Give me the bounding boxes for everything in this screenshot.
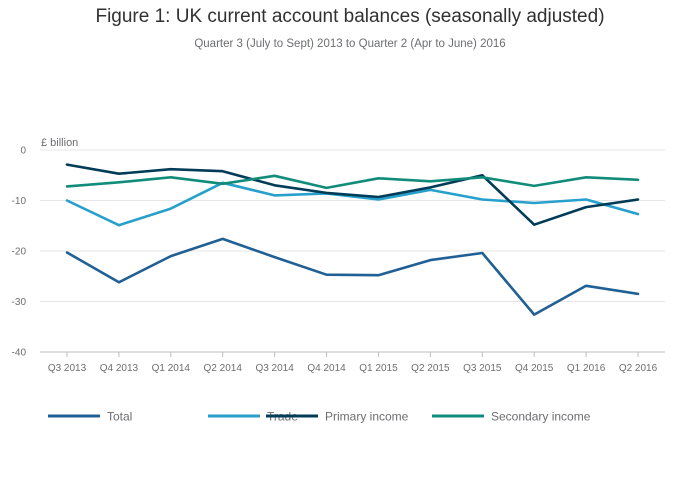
- x-tick-label: Q3 2015: [463, 363, 502, 374]
- y-tick-label: -40: [12, 348, 27, 359]
- x-tick-label: Q3 2014: [255, 363, 294, 374]
- y-tick-label: -20: [12, 247, 27, 258]
- series-line-secondary-income: [65, 174, 640, 190]
- x-tick-label: Q2 2014: [204, 363, 243, 374]
- x-axis: Q3 2013 Q4 2013 Q1 2014 Q2 2014 Q3 2014 Q4 20…: [48, 352, 658, 374]
- x-tick-label: Q1 2015: [359, 363, 398, 374]
- y-axis: £ billion 0 -10 -20 -30 -40: [12, 137, 79, 359]
- chart-title: Figure 1: UK current account balances (s…: [95, 6, 605, 27]
- x-tick-label: Q2 2015: [411, 363, 450, 374]
- series-line-primary-income: [65, 163, 640, 226]
- x-tick-label: Q4 2014: [307, 363, 346, 374]
- y-tick-label: 0: [20, 146, 26, 157]
- unit-label: £ billion: [41, 137, 78, 149]
- series-lines: [65, 163, 640, 316]
- y-tick-label: -30: [12, 297, 27, 308]
- x-tick-label: Q4 2013: [100, 363, 139, 374]
- series-line-trade: [65, 181, 640, 227]
- y-tick-label: -10: [12, 196, 27, 207]
- chart-subtitle: Quarter 3 (July to Sept) 2013 to Quarter…: [194, 38, 506, 50]
- x-tick-label: Q2 2016: [619, 363, 658, 374]
- x-tick-label: Q4 2015: [515, 363, 554, 374]
- legend-label-primary-income: Primary income: [325, 410, 409, 424]
- x-tick-label: Q1 2014: [152, 363, 191, 374]
- x-tick-label: Q1 2016: [567, 363, 606, 374]
- legend-label-total: Total: [107, 410, 132, 424]
- x-tick-label: Q3 2013: [48, 363, 87, 374]
- legend-label-secondary-income: Secondary income: [491, 410, 591, 424]
- series-line-total: [65, 237, 640, 316]
